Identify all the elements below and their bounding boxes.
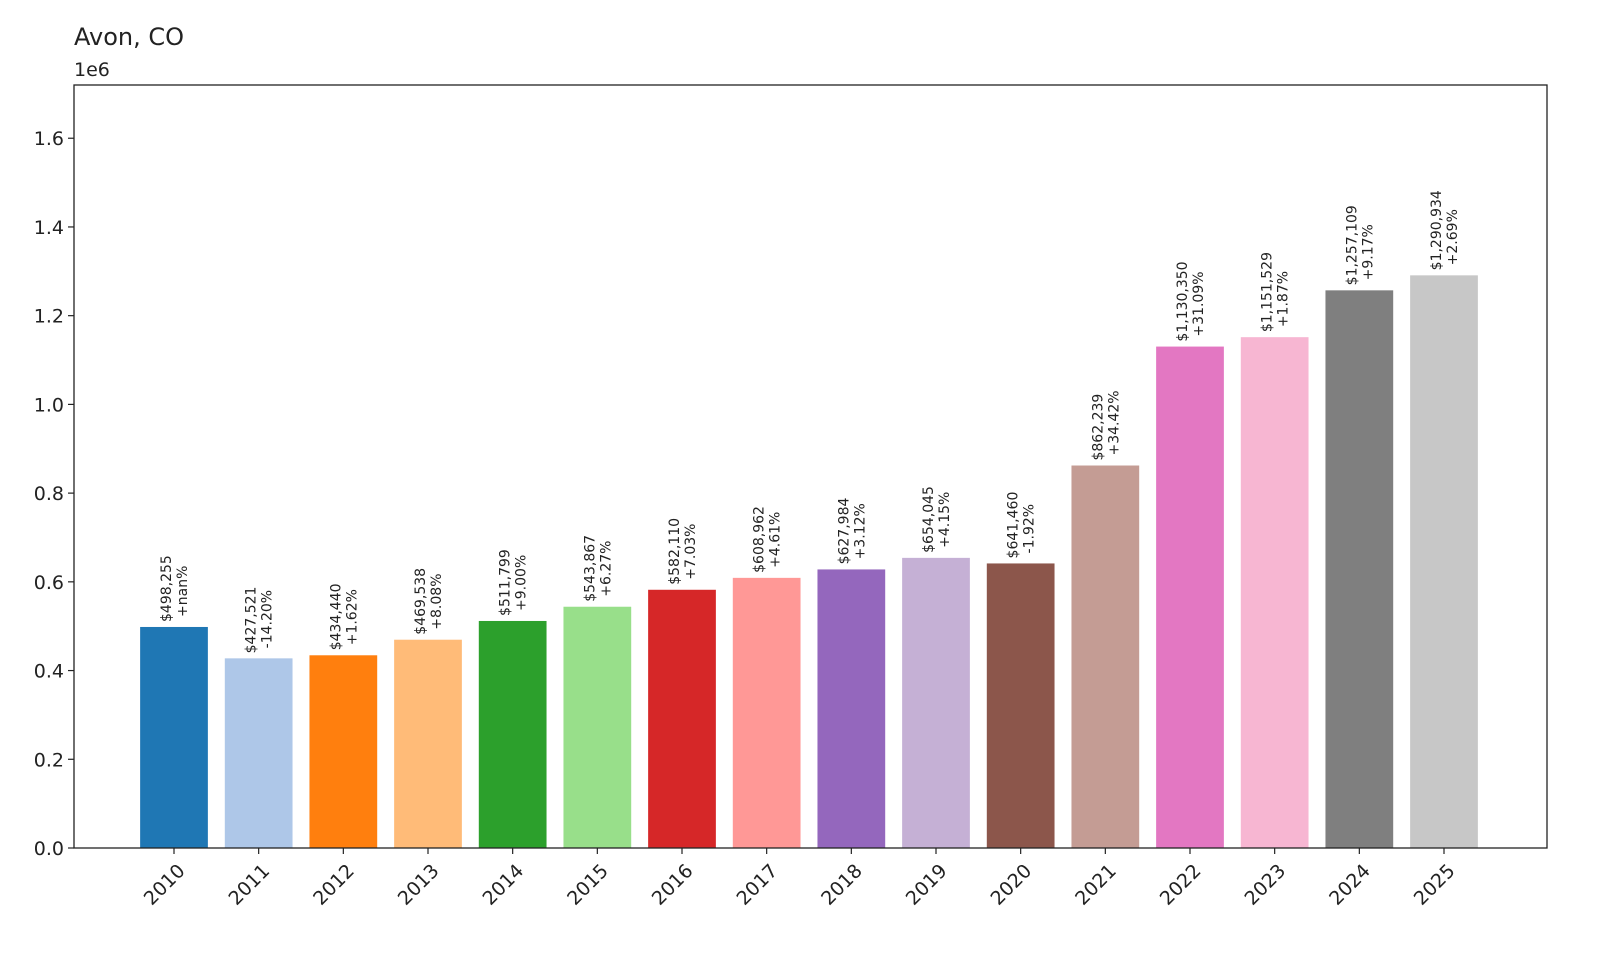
x-tick-label: 2024 xyxy=(1325,860,1375,910)
bar-change-label: +3.12% xyxy=(852,503,868,559)
x-tick-label: 2010 xyxy=(140,860,190,910)
bar-value-label: $427,521 xyxy=(244,587,260,654)
y-axis-offset-label: 1e6 xyxy=(74,59,110,81)
x-tick-label: 2019 xyxy=(902,860,952,910)
y-tick-label: 0.2 xyxy=(34,749,64,771)
bar-2025 xyxy=(1410,275,1478,848)
bar-value-label: $1,257,109 xyxy=(1344,205,1360,285)
y-tick-label: 1.4 xyxy=(34,217,64,239)
bar-2017 xyxy=(732,577,801,848)
bar-2019 xyxy=(902,557,970,848)
bar-2021 xyxy=(1071,465,1140,848)
bar-2023 xyxy=(1240,337,1309,848)
bar-change-label: +9.00% xyxy=(514,555,530,611)
x-tick-label: 2016 xyxy=(648,860,698,910)
bar-value-label: $654,045 xyxy=(921,486,937,553)
x-tick-label: 2014 xyxy=(478,860,528,910)
bar-change-label: +34.42% xyxy=(1106,390,1122,455)
bar-value-label: $1,151,529 xyxy=(1260,252,1276,332)
x-tick-label: 2017 xyxy=(732,860,782,910)
bar-change-label: -1.92% xyxy=(1022,504,1038,554)
bar-change-label: -14.20% xyxy=(260,590,276,648)
bar-change-label: +4.15% xyxy=(937,492,953,548)
bar-2024 xyxy=(1325,290,1394,849)
bar-value-label: $498,255 xyxy=(159,555,175,622)
y-tick-label: 0.0 xyxy=(34,838,64,860)
y-axis: 0.0 0.2 0.4 0.6 0.8 1.0 1.2 1.4 1.6 xyxy=(34,128,74,860)
y-tick-label: 1.2 xyxy=(34,306,64,328)
bar-value-label: $608,962 xyxy=(752,506,768,573)
y-tick-label: 0.8 xyxy=(34,483,64,505)
bar-change-label: +31.09% xyxy=(1191,271,1207,336)
bar-value-label: $1,130,350 xyxy=(1175,261,1191,341)
x-tick-label: 2021 xyxy=(1071,860,1121,910)
bar-value-label: $641,460 xyxy=(1006,492,1022,559)
bar-change-label: +1.62% xyxy=(344,589,360,645)
bar-value-label: $627,984 xyxy=(836,498,852,565)
bar-labels-layer: $498,255 +nan% $427,521 -14.20% $434,440 +1.6… xyxy=(159,190,1461,653)
bar-change-label: +1.87% xyxy=(1276,271,1292,327)
bars-layer xyxy=(140,275,1478,849)
bar-change-label: +7.03% xyxy=(683,524,699,580)
y-tick-label: 1.0 xyxy=(34,394,64,416)
x-tick-label: 2013 xyxy=(394,860,444,910)
bar-2016 xyxy=(648,589,716,848)
x-tick-label: 2020 xyxy=(986,860,1036,910)
bar-change-label: +6.27% xyxy=(598,541,614,597)
bar-value-label: $1,290,934 xyxy=(1429,190,1445,270)
x-tick-label: 2012 xyxy=(309,860,359,910)
y-tick-label: 0.6 xyxy=(34,572,64,594)
bar-change-label: +8.08% xyxy=(429,573,445,629)
x-tick-label: 2023 xyxy=(1240,860,1290,910)
x-tick-label: 2025 xyxy=(1410,860,1460,910)
bar-2020 xyxy=(986,563,1055,848)
bar-value-label: $511,799 xyxy=(498,549,514,616)
bar-2014 xyxy=(478,620,547,848)
plot-frame xyxy=(73,84,1548,849)
x-tick-label: 2022 xyxy=(1156,860,1206,910)
bar-value-label: $434,440 xyxy=(328,583,344,650)
x-tick-label: 2011 xyxy=(224,860,274,910)
bar-change-label: +2.69% xyxy=(1445,209,1461,265)
bar-2011 xyxy=(224,658,293,848)
bar-2012 xyxy=(309,655,378,848)
y-tick-label: 0.4 xyxy=(34,661,64,683)
bar-2015 xyxy=(563,606,632,848)
bar-value-label: $543,867 xyxy=(582,535,598,602)
bar-change-label: +9.17% xyxy=(1360,224,1376,280)
bar-value-label: $862,239 xyxy=(1090,394,1106,461)
bar-change-label: +nan% xyxy=(175,566,191,617)
bar-2013 xyxy=(394,639,462,848)
y-tick-label: 1.6 xyxy=(34,128,64,150)
x-tick-label: 2018 xyxy=(817,860,867,910)
bar-2018 xyxy=(817,569,886,848)
bar-2010 xyxy=(140,626,208,848)
chart-title: Avon, CO xyxy=(74,23,184,51)
x-tick-label: 2015 xyxy=(563,860,613,910)
bar-2022 xyxy=(1156,346,1224,848)
bar-value-label: $469,538 xyxy=(413,568,429,635)
bar-value-label: $582,110 xyxy=(667,518,683,585)
bar-change-label: +4.61% xyxy=(768,512,784,568)
x-axis: 2010 2011 2012 2013 2014 2015 2016 2017 2018 2019… xyxy=(140,848,1460,910)
